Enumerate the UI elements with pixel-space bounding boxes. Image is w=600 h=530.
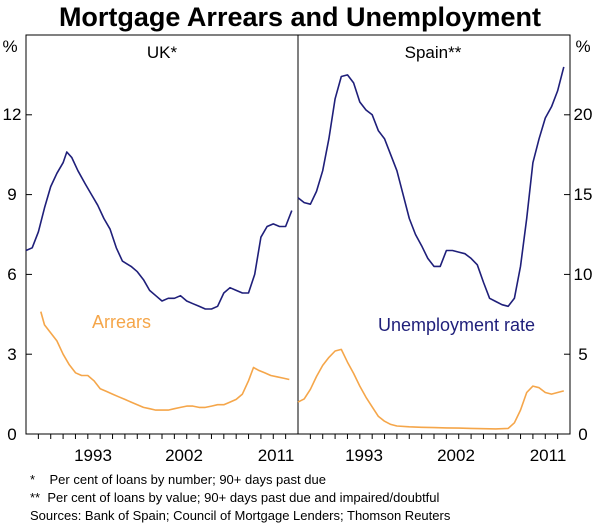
x-tick-uk: 2002 [165, 446, 203, 465]
left-y-tick: 9 [7, 185, 16, 204]
plot-frame [25, 34, 571, 439]
footnote-uk: * Per cent of loans by number; 90+ days … [30, 472, 326, 487]
left-y-tick: 0 [7, 425, 16, 444]
left-y-tick: 12 [3, 105, 22, 124]
footnote-sources: Sources: Bank of Spain; Council of Mortg… [30, 508, 451, 523]
x-tick-spain: 1993 [345, 446, 383, 465]
x-tick-uk: 2011 [258, 446, 295, 465]
right-y-tick: 15 [574, 185, 593, 204]
panel-label-spain: Spain** [405, 43, 462, 62]
left-y-tick-labels: 0 3 6 9 12 [3, 105, 22, 444]
spain-arrears-line [297, 348, 564, 430]
spain-unemployment-line [297, 66, 565, 308]
x-tick-uk: 1993 [74, 446, 112, 465]
uk-unemployment-line [25, 151, 293, 310]
x-tick-labels: 1993 2002 2011 1993 2002 2011 [74, 446, 566, 465]
footnote-spain: ** Per cent of loans by value; 90+ days … [30, 490, 440, 505]
chart-title: Mortgage Arrears and Unemployment [59, 2, 541, 32]
panel-label-uk: UK* [147, 43, 178, 62]
x-tick-spain: 2002 [437, 446, 475, 465]
arrears-label: Arrears [92, 312, 151, 332]
right-y-tick: 5 [578, 345, 587, 364]
series-lines [25, 66, 565, 430]
left-unit-label: % [2, 37, 17, 56]
left-y-tick: 6 [7, 265, 16, 284]
x-tick-spain: 2011 [530, 446, 567, 465]
right-y-tick: 10 [574, 265, 593, 284]
right-y-tick-labels: 0 5 10 15 20 [574, 105, 593, 444]
uk-arrears-line [40, 311, 290, 411]
right-y-tick: 0 [578, 425, 587, 444]
unemployment-rate-label: Unemployment rate [378, 315, 535, 335]
right-y-tick: 20 [574, 105, 593, 124]
right-unit-label: % [575, 37, 590, 56]
left-y-tick: 3 [7, 345, 16, 364]
